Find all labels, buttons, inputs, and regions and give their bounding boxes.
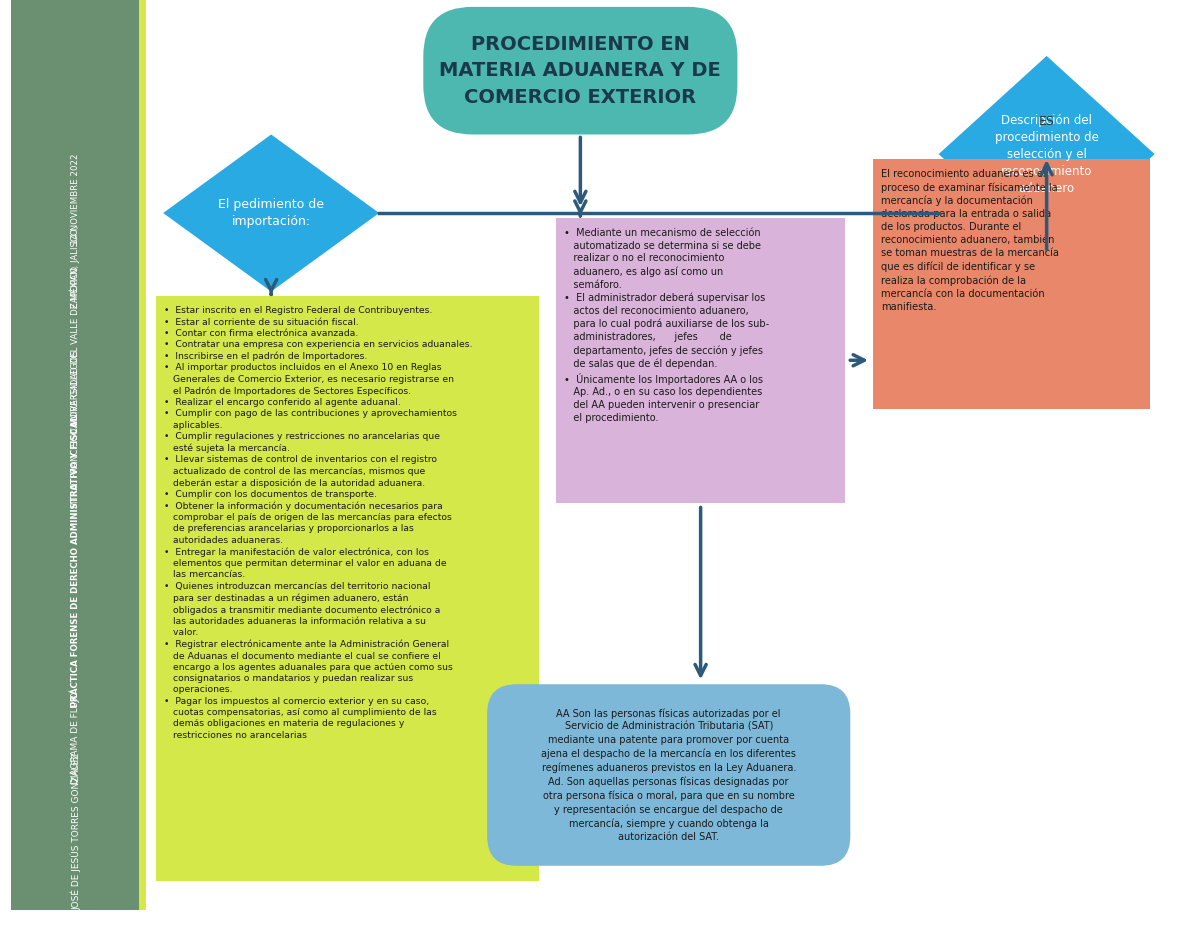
Text: JOSÉ DE JESÚS TORRES GONZÁLEZ: JOSÉ DE JESÚS TORRES GONZÁLEZ (71, 753, 82, 910)
Text: ZAPOPAN, JALISCO,: ZAPOPAN, JALISCO, (71, 226, 80, 308)
Text: Descripción del
procedimiento de
selección y el
reconocimiento
aduanero: Descripción del procedimiento de selecci… (995, 114, 1098, 195)
FancyBboxPatch shape (156, 297, 539, 881)
FancyBboxPatch shape (556, 218, 846, 502)
FancyBboxPatch shape (424, 6, 738, 134)
Text: DIAGRAMA DE FLUJO: DIAGRAMA DE FLUJO (71, 692, 80, 784)
Text: AA Son las personas físicas autorizadas por el
Servicio de Administración Tribut: AA Son las personas físicas autorizadas … (541, 708, 796, 842)
FancyBboxPatch shape (872, 159, 1150, 410)
Text: PROCEDIMIENTO EN
MATERIA ADUANERA Y DE
COMERCIO EXTERIOR: PROCEDIMIENTO EN MATERIA ADUANERA Y DE C… (439, 34, 721, 107)
Text: El pedimiento de
importación:: El pedimiento de importación: (218, 198, 324, 228)
Text: UNIVERSIDAD DEL VALLE DE MÉXICO: UNIVERSIDAD DEL VALLE DE MÉXICO (71, 265, 80, 425)
Text: ES: ES (1039, 115, 1055, 128)
Text: MTRO. FRANCISCO MORA GALLEGOS: MTRO. FRANCISCO MORA GALLEGOS (71, 349, 80, 508)
Polygon shape (938, 56, 1154, 252)
Text: El reconocimiento aduanero es el
proceso de examinar físicamente la
mercancía y : El reconocimiento aduanero es el proceso… (881, 169, 1058, 312)
Text: PRÁCTICA FORENSE DE DERECHO ADMINISTRATIVO Y FISCAL: PRÁCTICA FORENSE DE DERECHO ADMINISTRATI… (71, 415, 80, 707)
FancyBboxPatch shape (11, 0, 146, 910)
Text: 14 NOVIEMBRE 2022: 14 NOVIEMBRE 2022 (71, 153, 80, 244)
Text: •  Estar inscrito en el Registro Federal de Contribuyentes.
•  Estar al corrient: • Estar inscrito en el Registro Federal … (164, 306, 473, 740)
FancyBboxPatch shape (487, 684, 851, 866)
Polygon shape (163, 134, 379, 292)
FancyBboxPatch shape (139, 0, 146, 910)
Text: •  Mediante un mecanismo de selección
   automatizado se determina si se debe
  : • Mediante un mecanismo de selección aut… (564, 228, 769, 423)
